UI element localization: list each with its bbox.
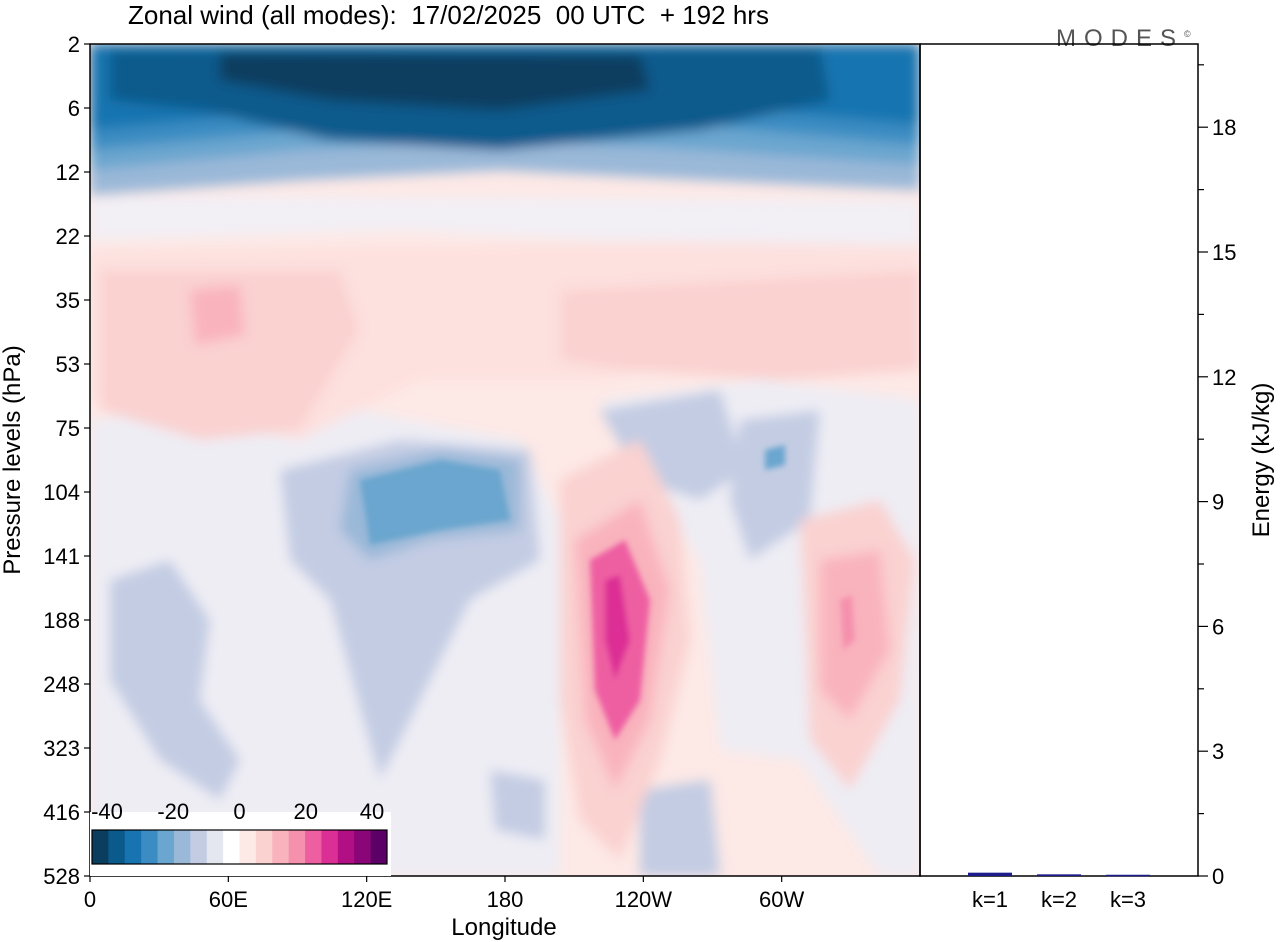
energy-tick-label: 15: [1212, 240, 1236, 265]
pressure-tick-label: 323: [43, 736, 80, 761]
energy-tick-label: 0: [1212, 864, 1224, 889]
energy-tick-label: 9: [1212, 490, 1224, 515]
energy-tick-label: 6: [1212, 614, 1224, 639]
energy-tick-label: 12: [1212, 365, 1236, 390]
colorbar-swatch: [223, 830, 240, 864]
region-easterly-left: [110, 560, 240, 800]
region-jet2-inner: [820, 550, 890, 720]
region-easterly-upper-right: [730, 410, 820, 560]
pressure-tick-label: 35: [56, 288, 80, 313]
colorbar-swatch: [255, 830, 273, 864]
pressure-tick-label: 22: [56, 224, 80, 249]
region-westerly-right: [560, 270, 920, 380]
longitude-tick-label: 120E: [341, 887, 392, 912]
longitude-tick-label: 60W: [759, 887, 804, 912]
colorbar-frame: [91, 829, 388, 865]
colorbar-swatch: [190, 830, 208, 864]
colorbar-tick-label: 0: [233, 799, 245, 824]
modes-logo: MODES©: [1056, 20, 1191, 53]
energy-bar: [1037, 874, 1081, 876]
colorbar-swatch: [239, 830, 257, 864]
pressure-tick-label: 2: [68, 32, 80, 57]
colorbar-swatch: [92, 830, 109, 864]
colorbar-swatch: [141, 830, 159, 864]
region-westerly-core-left: [190, 285, 245, 345]
colorbar-tick-label: -20: [157, 799, 189, 824]
region-easterly-small: [490, 770, 545, 840]
region-easterly-deep: [360, 460, 510, 545]
x-axis-label: Longitude: [451, 914, 556, 941]
pressure-axis: 2 6 12 22 35 53 75 104 141 188 248 323 416 528: [43, 32, 90, 889]
colorbar-tick-label: 20: [294, 799, 318, 824]
pressure-tick-label: 12: [56, 160, 80, 185]
pressure-tick-label: 53: [56, 352, 80, 377]
colorbar-swatch: [173, 830, 191, 864]
pressure-tick-label: 75: [56, 416, 80, 441]
logo-text: MODES: [1056, 25, 1185, 52]
pressure-tick-label: 416: [43, 800, 80, 825]
energy-bar: [1106, 874, 1150, 877]
pressure-tick-label: 104: [43, 480, 80, 505]
longitude-axis: 0 60E 120E 180 120W 60W: [84, 876, 805, 912]
colorbar-swatch: [337, 830, 355, 864]
region-easterly-bottom: [640, 780, 720, 876]
energy-bars: k=1 k=2 k=3: [968, 872, 1150, 912]
region-jet2-core: [840, 595, 855, 650]
colorbar-swatch: [321, 830, 339, 864]
energy-category-label: k=3: [1110, 887, 1146, 912]
colorbar-swatch: [108, 830, 126, 864]
longitude-tick-label: 60E: [209, 887, 248, 912]
longitude-tick-label: 120W: [615, 887, 673, 912]
pressure-tick-label: 6: [68, 96, 80, 121]
colorbar-tick-label: 40: [360, 799, 384, 824]
energy-axis-label: Energy (kJ/kg): [1248, 383, 1275, 538]
colorbar-swatch: [272, 830, 290, 864]
energy-axis: 0 3 6 9 12 15 18: [1198, 64, 1236, 889]
wind-field: [90, 44, 920, 876]
colorbar-swatch: [288, 830, 306, 864]
y-axis-label: Pressure levels (hPa): [0, 345, 26, 574]
energy-tick-label: 3: [1212, 739, 1224, 764]
colorbar-tick-label: -40: [91, 799, 123, 824]
pressure-tick-label: 141: [43, 544, 80, 569]
colorbar-swatch: [370, 830, 388, 864]
colorbar-swatch: [354, 830, 372, 864]
region-strat-core: [220, 52, 650, 110]
energy-panel-frame: [919, 43, 1199, 877]
colorbar-swatch: [206, 830, 224, 864]
energy-category-label: k=1: [972, 887, 1008, 912]
pressure-tick-label: 248: [43, 672, 80, 697]
longitude-tick-label: 0: [84, 887, 96, 912]
colorbar-swatch: [305, 830, 322, 864]
region-easterly-spot: [765, 445, 785, 470]
colorbar-swatch: [124, 830, 142, 864]
chart-title: Zonal wind (all modes): 17/02/2025 00 UT…: [128, 0, 769, 30]
colorbar-swatch: [157, 830, 175, 864]
region-transition: [90, 195, 920, 245]
region-jet-core: [605, 575, 630, 680]
energy-tick-label: 18: [1212, 115, 1236, 140]
energy-category-label: k=2: [1041, 887, 1077, 912]
colorbar: -40 -20 0 20 40: [90, 799, 391, 876]
logo-mark: ©: [1184, 29, 1191, 39]
pressure-tick-label: 188: [43, 608, 80, 633]
region-westerly-left: [100, 270, 360, 440]
energy-bar: [968, 872, 1012, 876]
pressure-tick-label: 528: [43, 864, 80, 889]
longitude-tick-label: 180: [487, 887, 524, 912]
